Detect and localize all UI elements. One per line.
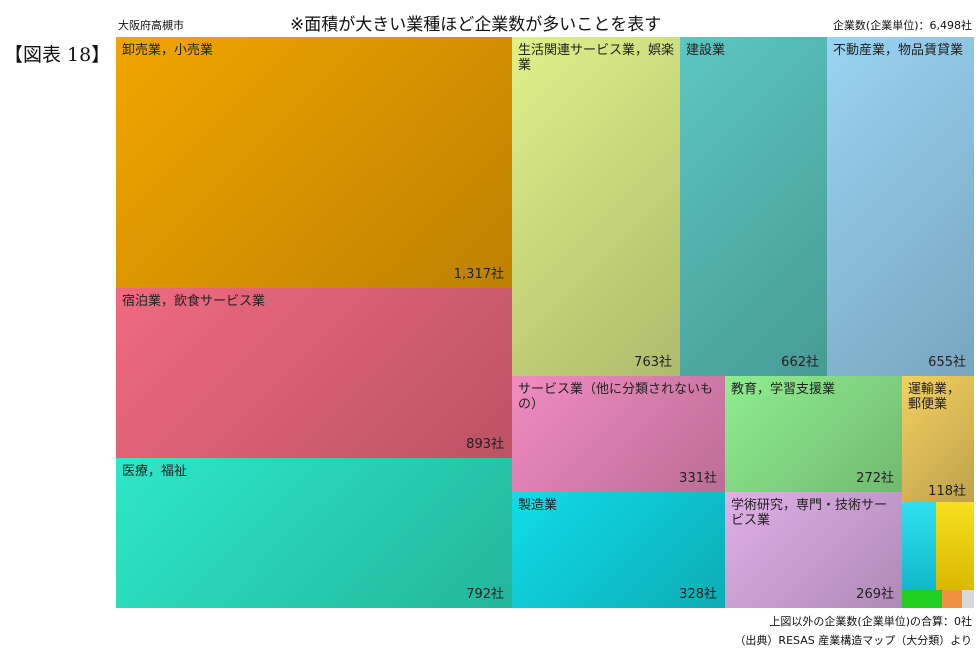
cell-label: 不動産業，物品賃貸業 [833,43,964,58]
small-cell [936,502,974,590]
cell-label: 宿泊業，飲食サービス業 [122,294,266,309]
value-label: 331社 [679,471,717,486]
source: （出典）RESAS 産業構造マップ（大分類）より [734,634,972,647]
treemap-cell: 不動産業，物品賃貸業 655社 [827,37,974,376]
treemap-cell: 宿泊業，飲食サービス業 893社 [116,288,512,458]
value-label: 328社 [679,587,717,602]
cell-label: 医療，福祉 [122,464,188,479]
total: 企業数(企業単位)：6,498社 [832,19,972,32]
value-label: 655社 [928,355,966,370]
treemap-cell: 医療，福祉 792社 [116,458,512,608]
value-label: 272社 [856,471,894,486]
figure-label: 【図表 18】 [4,44,111,66]
small-cell [902,502,936,590]
value-label: 269社 [856,587,894,602]
treemap-cell: 製造業 328社 [512,492,725,608]
value-label: 893社 [466,437,504,452]
value-label: 1,317社 [453,267,504,282]
cell-label: 製造業 [518,498,558,513]
value-label: 662社 [781,355,819,370]
small-cell [902,590,942,608]
treemap-cell: 生活関連サービス業，娯楽業 763社 [512,37,680,376]
cell-label: 学術研究，専門・技術サービス業 [731,498,888,528]
other-note: 上図以外の企業数(企業単位)の合算：0社 [769,615,972,628]
cell-label: サービス業（他に分類されないもの） [518,382,714,412]
cell-label: 生活関連サービス業，娯楽業 [518,43,675,73]
cell-label: 卸売業，小売業 [122,43,214,58]
small-cell [962,590,974,608]
value-label: 763社 [634,355,672,370]
treemap-cell: 教育，学習支援業 272社 [725,376,902,492]
cell-label: 教育，学習支援業 [731,382,836,397]
cell-label: 建設業 [686,43,726,58]
treemap-cell: 建設業 662社 [680,37,827,376]
treemap-cell: 卸売業，小売業 1,317社 [116,37,512,288]
treemap-cell: 運輸業，郵便業 118社 [902,376,974,502]
region: 大阪府高槻市 [118,19,184,32]
treemap-cell: サービス業（他に分類されないもの） 331社 [512,376,725,492]
value-label: 118社 [928,484,966,499]
small-cell [942,590,962,608]
cell-label: 運輸業，郵便業 [908,382,961,412]
chart-title: ※面積が大きい業種ほど企業数が多いことを表す [290,15,662,35]
value-label: 792社 [466,587,504,602]
treemap-cell: 学術研究，専門・技術サービス業 269社 [725,492,902,608]
